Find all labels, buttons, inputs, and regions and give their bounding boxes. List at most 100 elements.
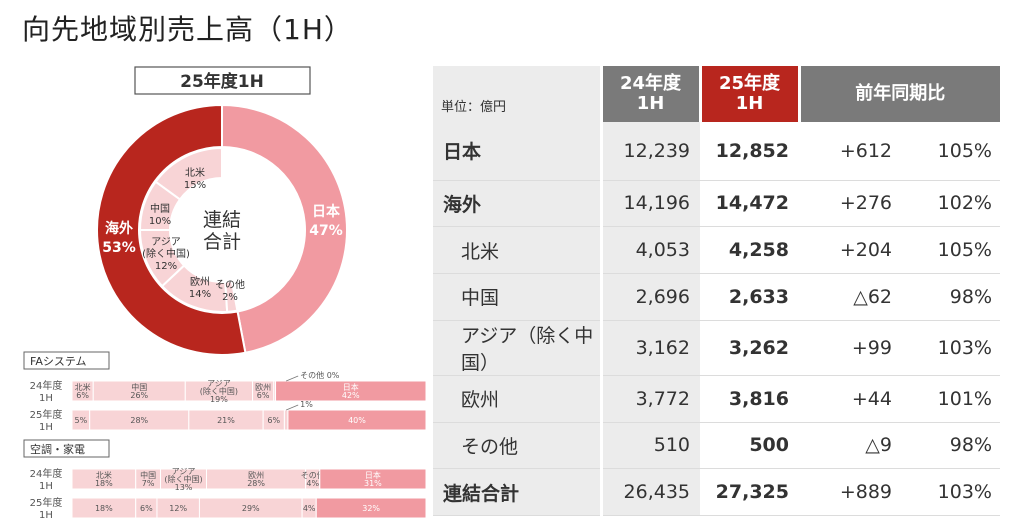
yoy-pct: 105%: [904, 226, 1000, 274]
page-title: 向先地域別売上高（1H）: [22, 13, 353, 46]
value-24: 26,435: [599, 468, 700, 516]
value-25: 14,472: [700, 180, 799, 228]
row-label: その他: [433, 422, 601, 470]
donut-core: [171, 179, 273, 281]
unit-label: 単位：億円: [433, 66, 601, 122]
donut-label: 25年度1H: [180, 71, 264, 92]
yoy-pct: 101%: [904, 375, 1000, 423]
yoy-pct: 103%: [904, 468, 1000, 516]
value-24: 510: [599, 422, 700, 470]
donut-inner-label: アジア(除く中国) 12%: [142, 237, 190, 272]
segment-bar-label: 4%: [303, 504, 316, 513]
row-label: 北米: [433, 226, 601, 274]
segment-bar-label: アジア(除く中国) 19%: [200, 379, 238, 404]
segment-row-label: 25年度 1H: [30, 496, 63, 521]
segment-bar-label: 21%: [217, 416, 235, 425]
yoy-diff: +889: [799, 468, 904, 516]
table-row: 連結合計 26,435 27,325 +889 103%: [433, 468, 1000, 516]
donut-inner-label: 欧州 14%: [189, 276, 211, 300]
segment-row-label: 25年度 1H: [30, 408, 63, 433]
segment-title-box: [23, 439, 110, 458]
yoy-diff: △9: [799, 422, 904, 470]
donut-inner-slice: [160, 264, 229, 313]
segment-bar-label: 6%: [267, 416, 280, 425]
table-row: 北米 4,053 4,258 +204 105%: [433, 226, 1000, 274]
donut-inner-slice: [154, 146, 223, 201]
donut-label-box: [134, 66, 311, 95]
segment-bar-label: 18%: [95, 504, 113, 513]
yoy-pct: 103%: [904, 320, 1000, 376]
column-header-24: 24年度 1H: [599, 66, 700, 122]
table-row: 海外 14,196 14,472 +276 102%: [433, 180, 1000, 228]
row-label: 連結合計: [433, 468, 601, 516]
value-25: 12,852: [700, 122, 799, 181]
donut-inner-slice: [138, 180, 182, 231]
segment-bar-part: [319, 468, 427, 490]
segment-bar-label: 北米 18%: [95, 470, 113, 488]
segment-bar-label: 日本 31%: [364, 470, 382, 488]
yoy-pct: 105%: [904, 122, 1000, 181]
table-row: 日本 12,239 12,852 +612 105%: [433, 122, 1000, 181]
value-25: 4,258: [700, 226, 799, 274]
value-25: 2,633: [700, 273, 799, 321]
table-row: アジア（除く中国） 3,162 3,262 +99 103%: [433, 320, 1000, 376]
value-25: 3,816: [700, 375, 799, 423]
segment-bar-label: 中国 26%: [130, 382, 148, 400]
table-row: 欧州 3,772 3,816 +44 101%: [433, 375, 1000, 423]
column-header-yoy: 前年同期比: [797, 66, 1000, 122]
yoy-pct: 102%: [904, 180, 1000, 228]
donut-inner-slice: [224, 279, 239, 313]
segment-bar-label: 欧州 28%: [247, 470, 265, 488]
donut-inner-label: その他 2%: [215, 278, 245, 303]
value-25: 27,325: [700, 468, 799, 516]
yoy-diff: +612: [799, 122, 904, 181]
donut-center-label: 連結合計: [203, 209, 241, 253]
segment-bar-part: [275, 380, 427, 402]
segment-bar-label: 40%: [348, 416, 366, 425]
donut-inner-slice: [138, 229, 186, 288]
column-header-25-text: 25年度 1H: [718, 73, 781, 114]
donut-outer-slice: [221, 103, 348, 354]
segment-title: FAシステム: [30, 355, 87, 368]
donut-inner-label: 北米 15%: [184, 166, 206, 191]
row-label: 海外: [433, 180, 601, 228]
segment-bar-label: 北米 6%: [75, 382, 91, 400]
value-24: 12,239: [599, 122, 700, 181]
donut-inner-label: 中国 10%: [149, 202, 171, 227]
value-24: 3,772: [599, 375, 700, 423]
regional-sales-chart: 25年度1H 連結合計 日本 47% 海外 53% 北米 15% 中国 10% アジア(除く中国) 1…: [23, 66, 427, 521]
segment-bar-label: 12%: [169, 504, 187, 513]
segment-bar-label: 日本 42%: [342, 382, 360, 400]
segment-title: 空調・家電: [30, 442, 85, 456]
row-label: 欧州: [433, 375, 601, 423]
segment-callout: 1%: [300, 400, 313, 409]
yoy-pct: 98%: [904, 273, 1000, 321]
yoy-diff: +204: [799, 226, 904, 274]
segment-bar-label: 中国 7%: [140, 470, 156, 488]
segment-callout: その他 0%: [300, 370, 340, 380]
segment-bar-label: その他 4%: [301, 470, 325, 488]
value-25: 500: [700, 422, 799, 470]
yoy-diff: +99: [799, 320, 904, 376]
yoy-pct: 98%: [904, 422, 1000, 470]
segment-bar-label: 欧州 6%: [255, 382, 271, 400]
segment-bar-label: 29%: [242, 504, 260, 513]
yoy-diff: +44: [799, 375, 904, 423]
segment-callout-line: [286, 375, 299, 382]
row-label: 日本: [433, 122, 601, 181]
segment-bar-label: アジア(除く中国) 13%: [164, 467, 202, 492]
sales-table: 単位：億円 24年度 1H 25年度 1H 前年同期比 日本 12,239 12,8…: [433, 66, 1000, 516]
donut-label-japan: 日本 47%: [309, 203, 343, 239]
segment-callout-line: [286, 404, 299, 411]
segment-row-label: 24年度 1H: [30, 467, 63, 492]
value-24: 4,053: [599, 226, 700, 274]
segment-row-label: 24年度 1H: [30, 379, 63, 404]
yoy-diff: △62: [799, 273, 904, 321]
donut-label-overseas: 海外 53%: [102, 220, 136, 256]
yoy-diff: +276: [799, 180, 904, 228]
segment-bar-part: [287, 409, 427, 431]
table-row: 中国 2,696 2,633 △62 98%: [433, 273, 1000, 321]
column-header-25: 25年度 1H: [698, 66, 799, 122]
segment-title-box: [23, 351, 110, 370]
segment-bar-part: [283, 409, 289, 431]
